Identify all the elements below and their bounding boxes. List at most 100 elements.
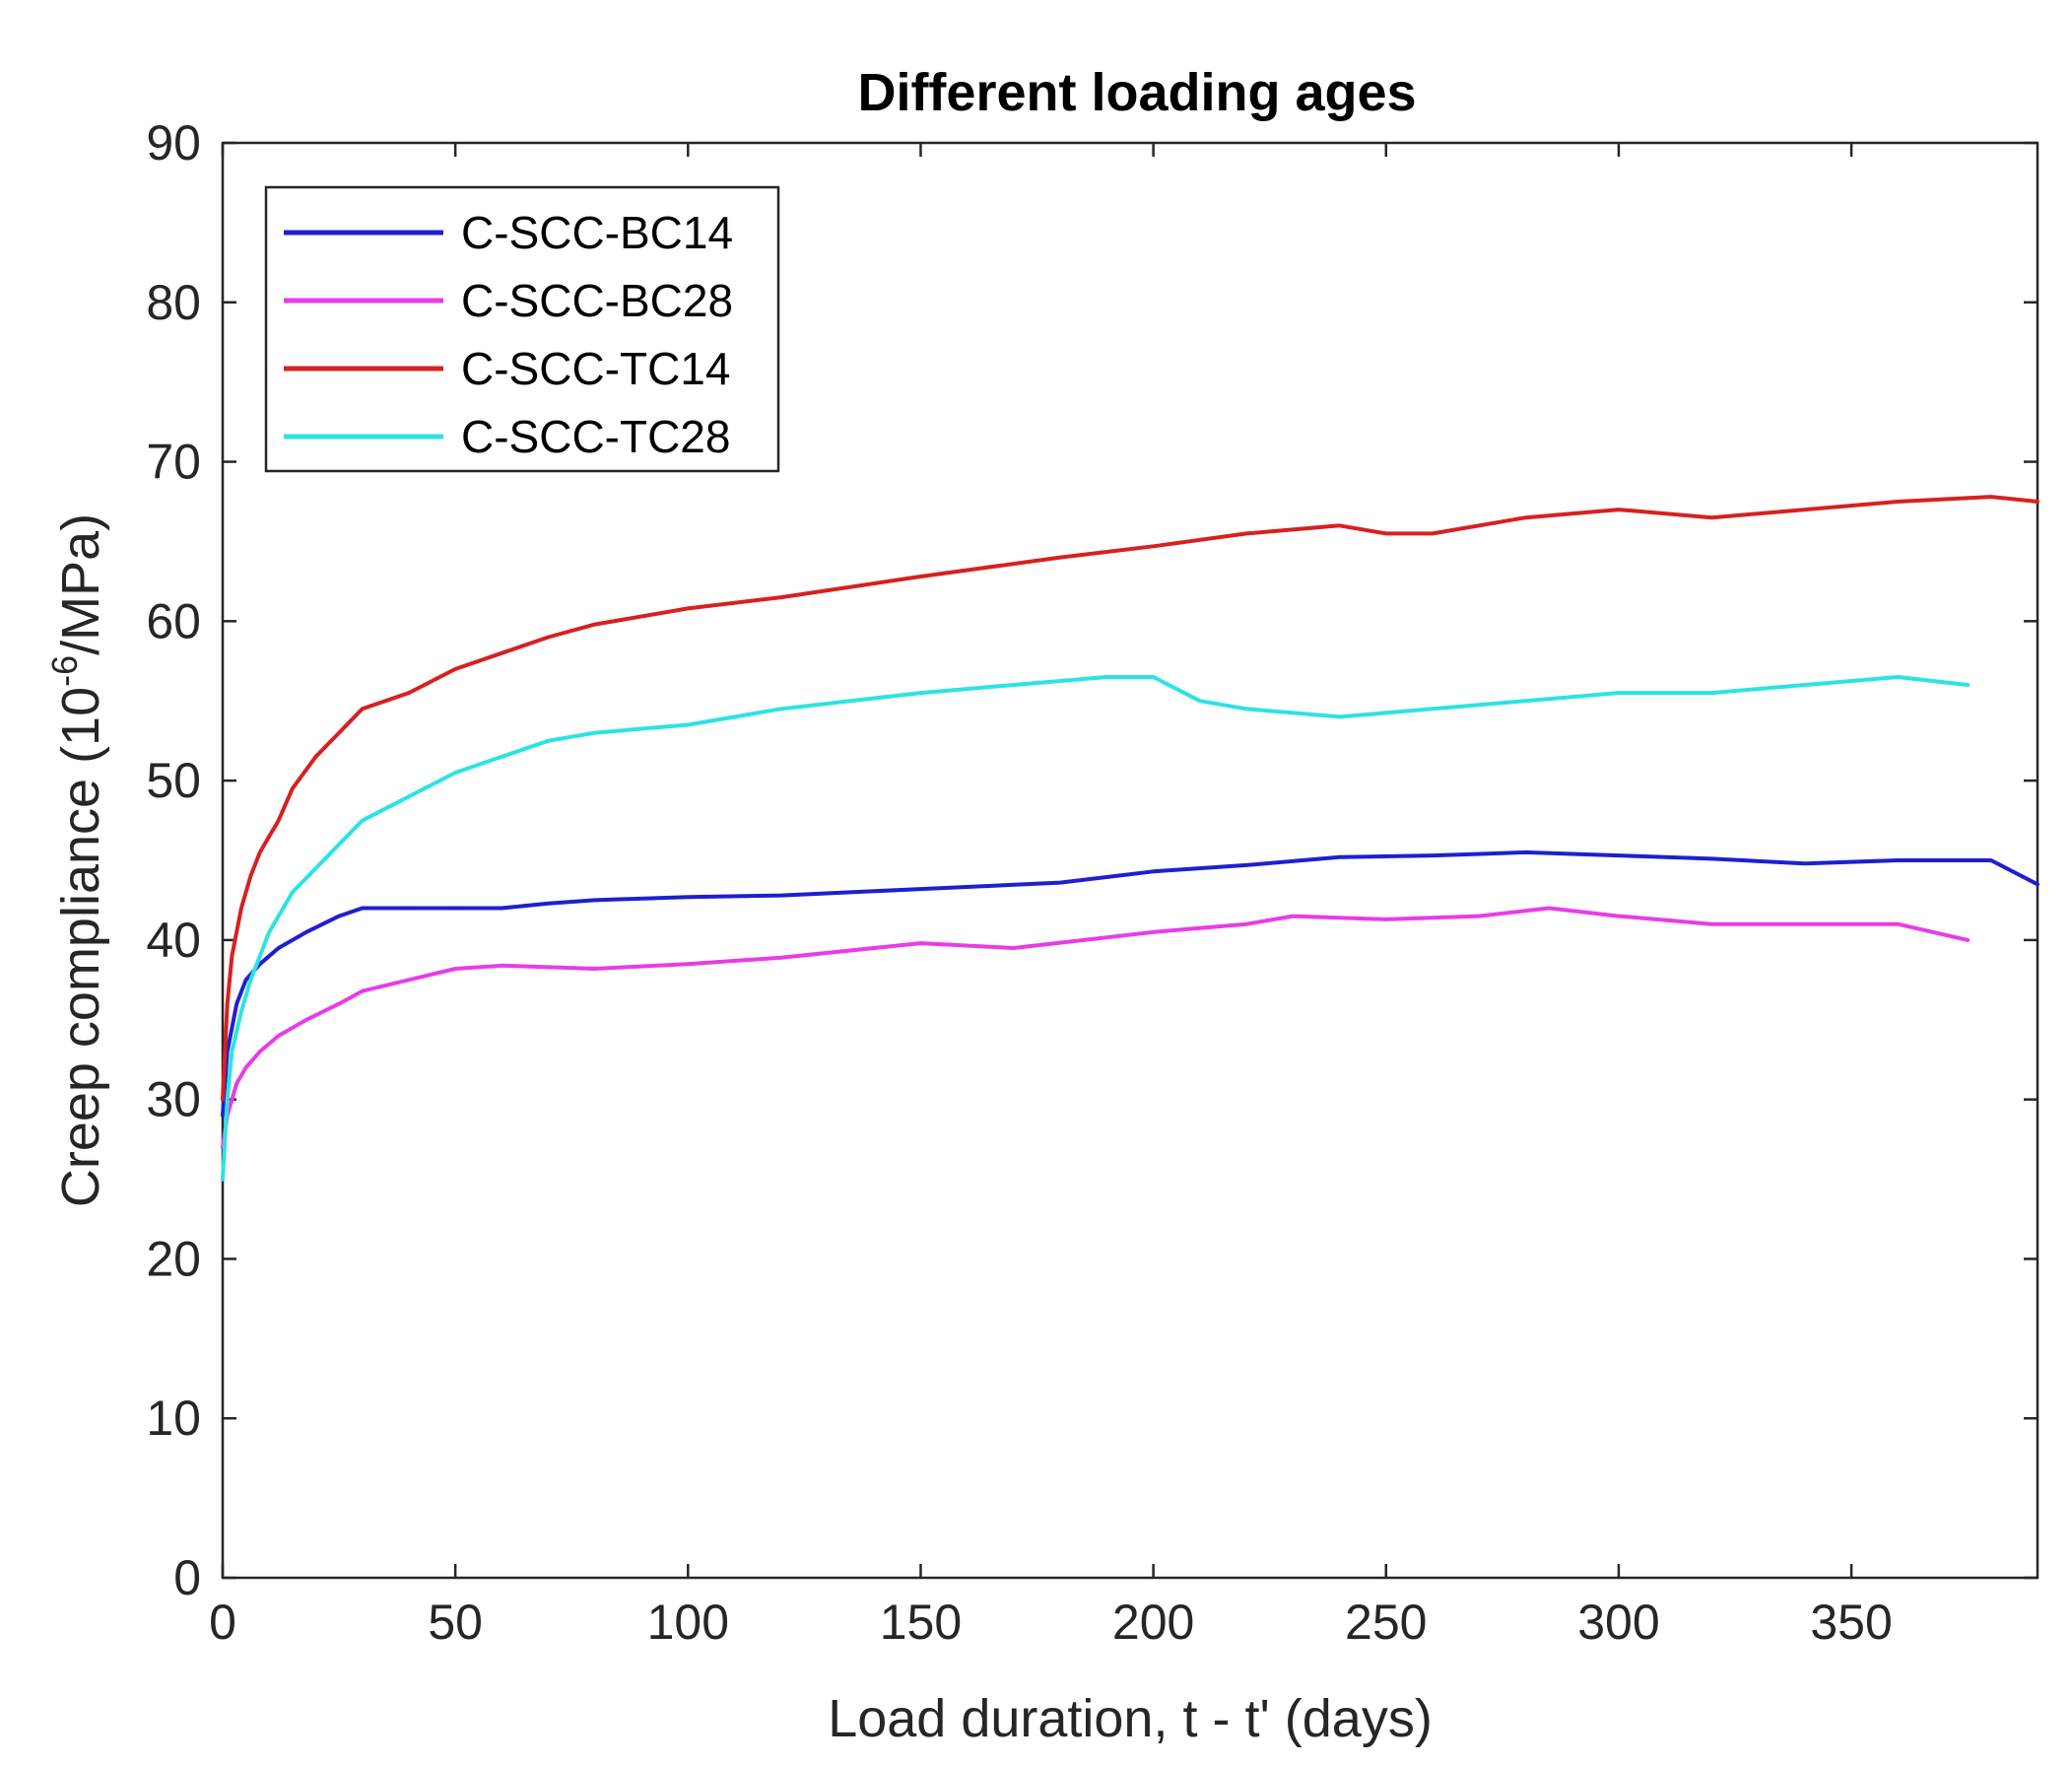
data-point	[337, 1002, 341, 1006]
data-point	[239, 1010, 243, 1014]
x-tick-label: 300	[1577, 1595, 1659, 1650]
data-point	[277, 946, 281, 950]
legend-label: C-SCC-TC14	[461, 343, 730, 394]
data-point	[1152, 675, 1156, 679]
data-point	[244, 978, 248, 982]
data-point	[1244, 863, 1248, 867]
data-point	[407, 794, 411, 798]
data-point	[1989, 858, 1993, 862]
y-tick-label: 10	[146, 1391, 201, 1446]
data-point	[1709, 515, 1713, 519]
data-point	[1709, 922, 1713, 926]
data-point	[1012, 683, 1016, 687]
data-point	[337, 915, 341, 918]
y-tick-label: 80	[146, 275, 201, 330]
x-tick-label: 200	[1112, 1595, 1194, 1650]
legend-label: C-SCC-TC28	[461, 411, 730, 462]
data-point	[1896, 858, 1900, 862]
y-tick-label: 70	[146, 435, 201, 490]
data-point	[1617, 915, 1621, 918]
y-tick-label: 50	[146, 753, 201, 808]
data-point	[258, 954, 262, 958]
y-tick-label: 30	[146, 1072, 201, 1127]
data-point	[221, 1098, 225, 1102]
data-point	[1104, 675, 1108, 679]
data-point	[547, 965, 551, 969]
y-axis: 0 10 20 30 40 50 60 70 80 90	[146, 115, 2038, 1605]
series-layer	[221, 495, 2039, 1182]
data-point	[686, 606, 690, 610]
data-point	[1198, 699, 1202, 703]
data-point	[1384, 917, 1388, 921]
data-point	[1012, 946, 1016, 950]
x-tick-label: 0	[209, 1595, 236, 1650]
chart-title: Different loading ages	[857, 63, 1416, 122]
data-point	[277, 915, 281, 918]
data-point	[779, 595, 783, 599]
legend-label: C-SCC-BC28	[461, 275, 733, 326]
data-point	[1058, 556, 1062, 560]
x-tick-label: 50	[428, 1595, 483, 1650]
data-point	[547, 636, 551, 640]
data-point	[258, 1050, 262, 1053]
data-point	[1431, 707, 1435, 711]
y-axis-title-prefix: Creep compliance (10	[51, 687, 110, 1207]
data-point	[918, 575, 922, 578]
data-point	[230, 954, 234, 958]
data-point	[1523, 699, 1527, 703]
data-point	[313, 866, 317, 870]
data-point	[1431, 853, 1435, 857]
data-point	[779, 894, 783, 898]
data-point	[221, 1178, 225, 1182]
data-point	[453, 667, 457, 671]
data-point	[1338, 714, 1342, 718]
data-point	[407, 978, 411, 982]
data-point	[239, 907, 243, 911]
data-point	[313, 755, 317, 759]
data-point	[2036, 500, 2039, 504]
data-point	[779, 707, 783, 711]
data-point	[918, 887, 922, 891]
x-axis-title: Load duration, t - t' (days)	[828, 1689, 1433, 1748]
data-point	[1523, 515, 1527, 519]
data-point	[453, 907, 457, 911]
x-tick-label: 250	[1345, 1595, 1427, 1650]
data-point	[500, 964, 503, 968]
x-axis: 0 50 100 150 200 250 300 350	[209, 143, 1893, 1650]
data-point	[1709, 691, 1713, 695]
data-point	[277, 819, 281, 823]
data-point	[593, 898, 597, 902]
data-point	[361, 819, 365, 823]
data-point	[1896, 675, 1900, 679]
data-point	[1477, 915, 1481, 918]
data-point	[230, 1050, 234, 1053]
data-point	[267, 835, 271, 839]
data-point	[1547, 907, 1551, 911]
data-point	[779, 956, 783, 960]
data-point	[407, 691, 411, 695]
data-point	[1384, 531, 1388, 535]
data-point	[361, 989, 365, 993]
data-point	[337, 731, 341, 735]
data-point	[686, 962, 690, 966]
data-point	[1803, 683, 1807, 687]
data-point	[1244, 922, 1248, 926]
data-point	[1152, 869, 1156, 873]
data-point	[304, 1018, 308, 1022]
x-tick-label: 100	[647, 1595, 729, 1650]
data-point	[453, 967, 457, 971]
y-tick-label: 0	[173, 1550, 201, 1605]
y-tick-label: 20	[146, 1231, 201, 1286]
data-point	[226, 1002, 230, 1006]
data-point	[453, 771, 457, 775]
data-point	[1709, 856, 1713, 860]
data-point	[2036, 882, 2039, 886]
data-point	[500, 907, 503, 911]
data-point	[304, 930, 308, 934]
data-point	[234, 1081, 238, 1085]
y-tick-label: 60	[146, 593, 201, 648]
data-point	[1803, 922, 1807, 926]
data-point	[1966, 938, 1970, 942]
data-point	[244, 1065, 248, 1069]
y-tick-label: 40	[146, 913, 201, 968]
